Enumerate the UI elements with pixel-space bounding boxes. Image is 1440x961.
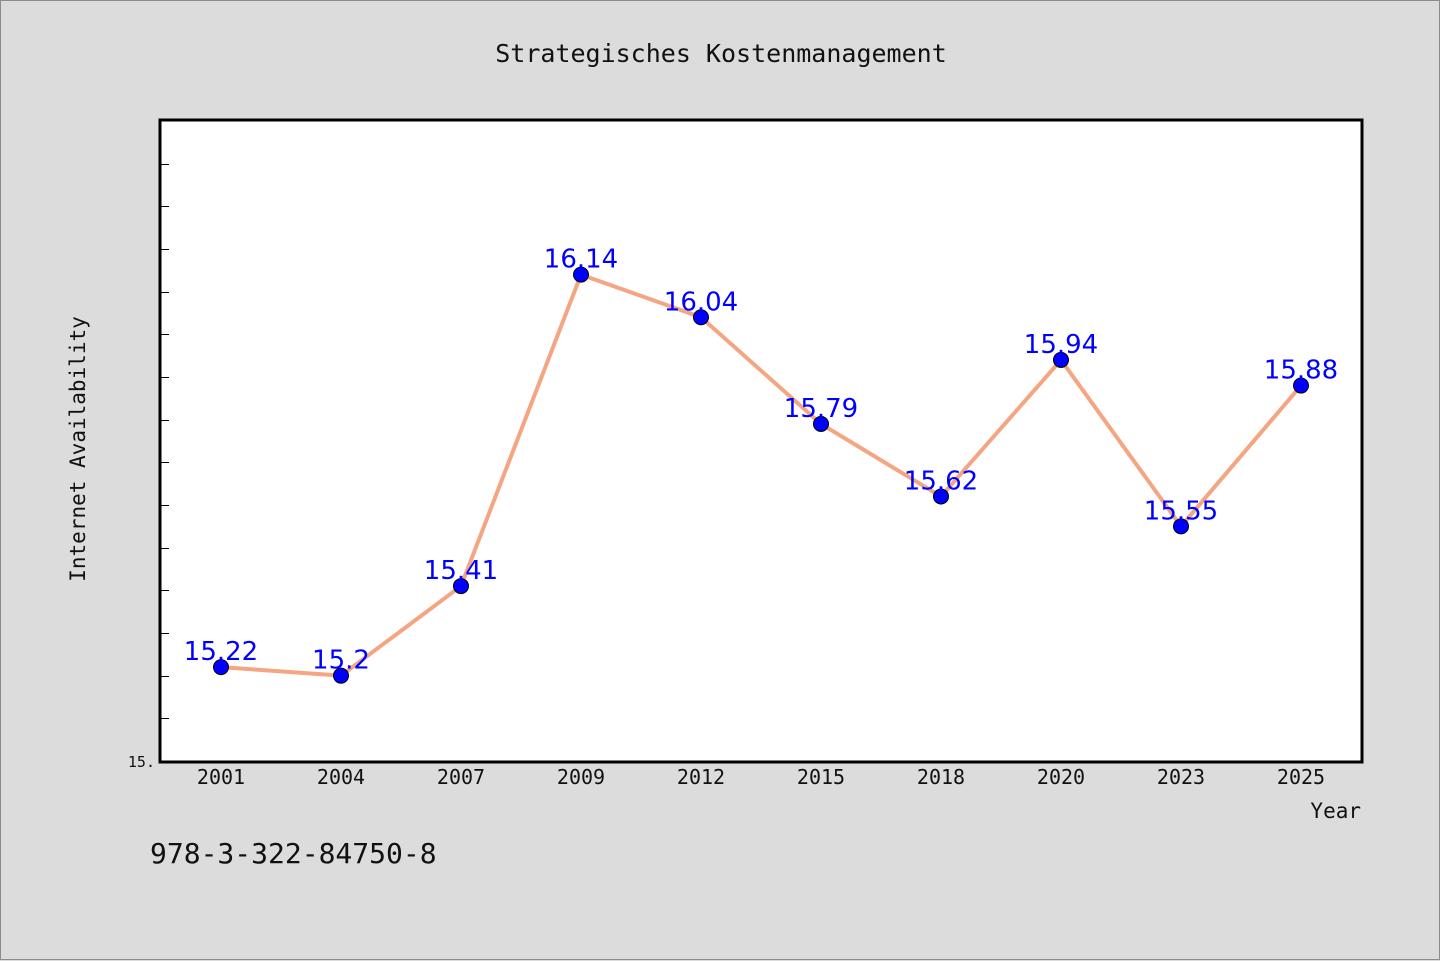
x-tick-label: 2007 [437, 765, 485, 789]
data-point [1293, 377, 1309, 394]
x-axis-ticks: 2001 2004 2007 2009 2012 2015 2018 2020 2023 2025 [197, 765, 1325, 789]
x-axis-label: Year [1310, 799, 1361, 823]
data-point [933, 488, 949, 505]
data-point [213, 659, 229, 676]
y-tick-label: 15. [128, 753, 155, 771]
series-line [219, 272, 1303, 678]
data-point [333, 667, 349, 684]
y-axis-ticks [161, 164, 169, 719]
data-label: 15.2 [312, 646, 370, 676]
data-point [693, 309, 709, 326]
x-tick-label: 2018 [917, 765, 965, 789]
y-axis-label: Internet Availability [66, 316, 90, 582]
x-tick-label: 2023 [1157, 765, 1205, 789]
data-point [453, 578, 469, 595]
x-tick-label: 2001 [197, 765, 245, 789]
x-tick-label: 2004 [317, 765, 365, 789]
footer-isbn: 978-3-322-84750-8 [150, 837, 437, 870]
data-point [573, 266, 589, 283]
x-tick-label: 2009 [557, 765, 605, 789]
data-point [1173, 518, 1189, 535]
data-label: 15.88 [1264, 356, 1338, 386]
data-label: 15.94 [1024, 330, 1098, 360]
plot-area [158, 118, 1364, 764]
x-tick-label: 2025 [1277, 765, 1325, 789]
x-tick-label: 2012 [677, 765, 725, 789]
data-label: 15.62 [904, 466, 978, 496]
data-label: 15.55 [1144, 496, 1218, 526]
chart-title: Strategisches Kostenmanagement [495, 39, 947, 68]
data-label: 15.41 [424, 556, 498, 586]
data-label: 15.22 [184, 637, 258, 667]
data-label: 16.14 [544, 245, 618, 275]
data-point [813, 415, 829, 432]
series-layer: 15.22 15.2 15.41 16.14 16.04 15.79 15.62 15.94 1… [184, 245, 1338, 684]
x-tick-label: 2015 [797, 765, 845, 789]
data-point [1053, 351, 1069, 368]
data-label: 16.04 [664, 287, 738, 317]
data-label: 15.79 [784, 394, 858, 424]
x-tick-label: 2020 [1037, 765, 1085, 789]
